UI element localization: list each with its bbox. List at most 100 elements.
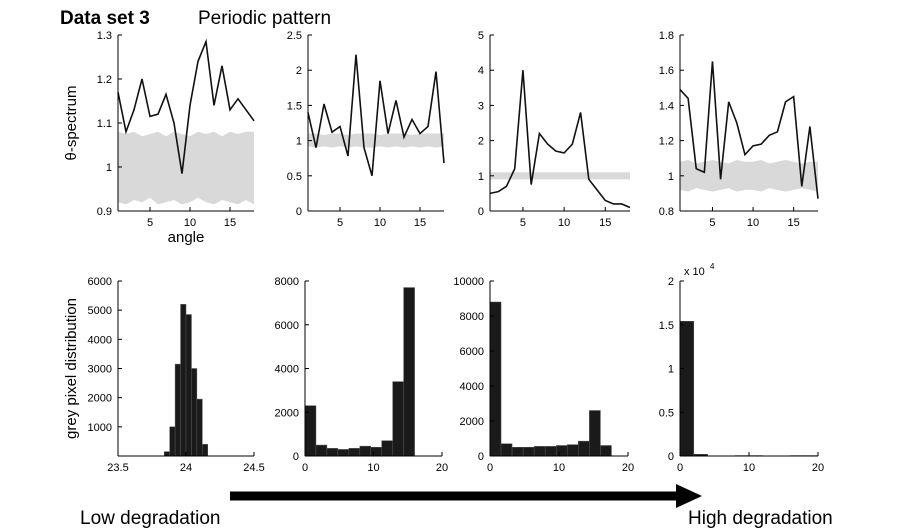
- histogram-bar: [392, 381, 404, 457]
- y-tick-label: 4: [478, 65, 484, 77]
- histogram-bar: [533, 446, 546, 457]
- spectrum-line: [489, 70, 631, 209]
- y-tick-label: 1.6: [659, 65, 674, 77]
- x-tick-label: 23.5: [107, 462, 128, 474]
- y-tick-label: 1.8: [659, 30, 674, 42]
- y-tick-label: 4000: [275, 364, 299, 376]
- x-tick-label: 5: [147, 217, 153, 229]
- y-tick-label: 1: [296, 136, 302, 148]
- x-tick-label: 15: [788, 217, 800, 229]
- spectrum-line: [679, 61, 819, 199]
- y-tick-label: 2000: [88, 393, 112, 405]
- y-tick-label: 5: [478, 30, 484, 42]
- histogram-bar: [202, 444, 209, 457]
- figure-subtitle: Periodic pattern: [198, 8, 331, 29]
- histogram-bar: [578, 440, 590, 457]
- x-tick-label: 5: [709, 217, 715, 229]
- histogram-bar: [348, 448, 361, 457]
- y-tick-label: 5000: [88, 305, 112, 317]
- histogram-bar: [326, 448, 339, 457]
- histogram-bar: [304, 405, 317, 457]
- histogram-bar: [500, 443, 513, 457]
- x-tick-label: 5: [337, 217, 343, 229]
- histogram-bar: [191, 368, 198, 457]
- y-tick-label: 0.5: [287, 171, 302, 183]
- y-tick-label: 0: [296, 206, 302, 218]
- y-tick-label: 8000: [460, 311, 484, 323]
- histogram-bar: [511, 447, 524, 457]
- y-tick-label: 4000: [88, 334, 112, 346]
- x-tick-label: 10: [184, 217, 196, 229]
- y-tick-label: 2: [478, 136, 484, 148]
- x-tick-label: 0: [487, 462, 493, 474]
- y-tick-label: 0: [478, 451, 484, 463]
- y-tick-label: 1.5: [659, 320, 674, 332]
- footer-left: Low degradation: [80, 508, 221, 529]
- arrow-head: [676, 484, 702, 508]
- histogram-bar: [337, 449, 350, 457]
- x-tick-label: 20: [812, 462, 824, 474]
- y-tick-label: 3000: [88, 364, 112, 376]
- histogram-bar: [174, 363, 181, 457]
- y-tick-label: 0.5: [659, 407, 674, 419]
- x-tick-label: 10: [747, 217, 759, 229]
- x-tick-label: 15: [224, 217, 236, 229]
- y-multiplier: x 10: [684, 266, 705, 278]
- histogram-bar: [315, 444, 328, 457]
- y-tick-label: 10000: [453, 276, 484, 288]
- y-tick-label: 8000: [275, 276, 299, 288]
- y-tick-label: 1.2: [659, 136, 674, 148]
- y-tick-label: 1.5: [287, 100, 302, 112]
- histogram-bar: [185, 314, 192, 457]
- confidence-band: [308, 133, 444, 148]
- x-tick-label: 10: [743, 462, 755, 474]
- histogram-bar: [196, 398, 203, 457]
- y-tick-label: 1: [668, 171, 674, 183]
- histogram-bar: [544, 446, 557, 457]
- y-tick-label: 2: [296, 65, 302, 77]
- x-tick-label: 24.5: [243, 462, 264, 474]
- histogram-bar: [180, 304, 187, 457]
- histogram-bar: [169, 426, 176, 457]
- confidence-band: [118, 131, 254, 205]
- confidence-band: [490, 172, 630, 180]
- histogram-bar: [489, 301, 502, 457]
- confidence-band: [680, 159, 818, 192]
- y-tick-label: 6000: [88, 276, 112, 288]
- y-tick-label: 4000: [460, 381, 484, 393]
- x-axis-label: angle: [168, 229, 205, 246]
- histogram-bar: [163, 451, 170, 457]
- y-tick-label: 3: [478, 100, 484, 112]
- histogram-bar: [555, 445, 568, 457]
- y-tick-label: 1: [668, 364, 674, 376]
- histogram-bar: [370, 447, 382, 457]
- x-tick-label: 0: [677, 462, 683, 474]
- histogram-bar: [381, 440, 393, 457]
- x-tick-label: 5: [520, 217, 526, 229]
- x-tick-label: 20: [622, 462, 634, 474]
- y-tick-label: 1.4: [659, 100, 674, 112]
- x-tick-label: 0: [302, 462, 308, 474]
- y-tick-label: 2: [668, 276, 674, 288]
- histogram-bar: [600, 445, 612, 457]
- x-tick-label: 15: [414, 217, 426, 229]
- x-tick-label: 15: [599, 217, 611, 229]
- histogram-bar: [403, 287, 415, 457]
- histogram-bar: [567, 444, 579, 457]
- histogram-bar: [589, 410, 601, 457]
- histogram-bar: [679, 321, 695, 457]
- y-tick-label: 1: [106, 162, 112, 174]
- footer-right: High degradation: [688, 508, 833, 529]
- x-tick-label: 10: [558, 217, 570, 229]
- x-tick-label: 10: [553, 462, 565, 474]
- x-tick-label: 24: [180, 462, 192, 474]
- y-tick-label: 2000: [460, 416, 484, 428]
- y-axis-label: grey pixel distribution: [63, 298, 80, 439]
- y-multiplier-exponent: 4: [710, 262, 715, 271]
- x-tick-label: 10: [367, 462, 379, 474]
- y-tick-label: 1: [478, 171, 484, 183]
- y-axis-label: θ-spectrum: [63, 85, 80, 160]
- y-tick-label: 0: [293, 451, 299, 463]
- y-tick-label: 0.8: [659, 206, 674, 218]
